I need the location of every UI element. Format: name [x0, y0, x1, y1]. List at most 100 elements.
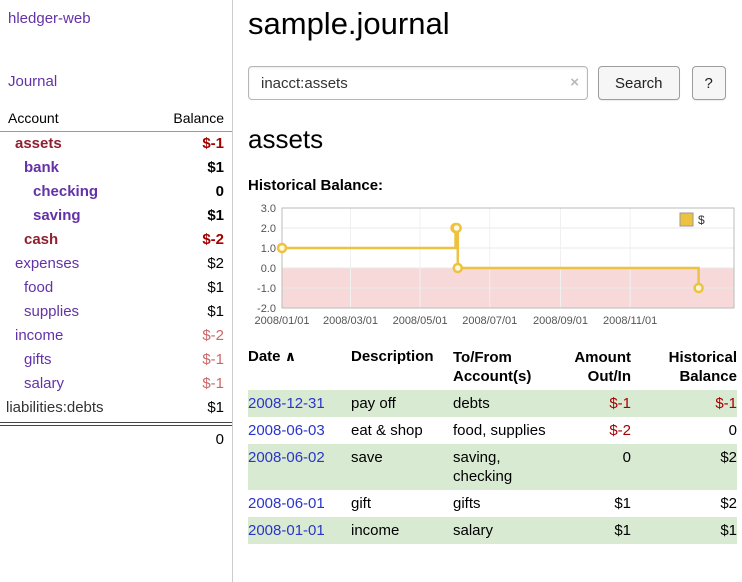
sidebar-account-liabilities-debts[interactable]: liabilities:debts	[6, 399, 104, 416]
svg-text:2008/05/01: 2008/05/01	[393, 315, 448, 327]
search-button[interactable]: Search	[598, 66, 680, 100]
sidebar-account-salary[interactable]: salary	[24, 375, 65, 392]
svg-text:1.0: 1.0	[261, 243, 276, 255]
transaction-description: pay off	[351, 395, 396, 412]
account-row: salary $-1	[0, 372, 232, 396]
account-row: saving $1	[0, 204, 232, 228]
sidebar-account-supplies[interactable]: supplies	[24, 303, 80, 320]
transaction-description: save	[351, 449, 383, 466]
transaction-accounts: food, supplies	[453, 422, 546, 439]
svg-text:0.0: 0.0	[261, 263, 276, 275]
historical-balance-chart: 3.0 2.0 1.0 0.0 -1.0 -2.0 2008/01/01 2008/03/01…	[248, 202, 742, 332]
account-row: bank $1	[0, 156, 232, 180]
svg-text:-1.0: -1.0	[257, 283, 276, 295]
search-field-wrap: ×	[248, 66, 588, 100]
app-title-link[interactable]: hledger-web	[8, 10, 91, 27]
account-balance: $1	[207, 279, 224, 296]
account-row: expenses $2	[0, 252, 232, 276]
transaction-amount: $1	[614, 522, 631, 539]
chart-title: Historical Balance:	[248, 177, 384, 194]
col-header-amount: Amount Out/In	[553, 346, 631, 390]
col-header-balance: Historical Balance	[631, 346, 737, 390]
svg-text:$: $	[698, 213, 705, 227]
col-header-amount-line2: Out/In	[587, 368, 631, 385]
register-row: 2008-01-01 income salary $1 $1	[248, 517, 737, 544]
transaction-accounts: debts	[453, 395, 490, 412]
svg-text:2008/01/01: 2008/01/01	[254, 315, 309, 327]
account-row: assets $-1	[0, 132, 232, 156]
account-list: assets $-1 bank $1 checking 0 saving $1 cash $-2 e…	[0, 132, 232, 420]
transaction-date-link[interactable]: 2008-06-02	[248, 449, 325, 466]
transaction-description: gift	[351, 495, 372, 512]
account-row: food $1	[0, 276, 232, 300]
register-row: 2008-12-31 pay off debts $-1 $-1	[248, 390, 737, 417]
col-header-accounts-line2: Account(s)	[453, 368, 532, 385]
svg-text:2008/03/01: 2008/03/01	[323, 315, 378, 327]
transaction-balance: $-1	[715, 395, 737, 412]
sidebar-account-saving[interactable]: saving	[33, 207, 81, 224]
col-header-amount-line1: Amount	[574, 349, 631, 366]
svg-text:2008/09/01: 2008/09/01	[533, 315, 588, 327]
svg-text:2.0: 2.0	[261, 223, 276, 235]
sidebar-account-bank[interactable]: bank	[24, 159, 60, 176]
account-balance: $1	[207, 399, 224, 416]
account-balance: $-2	[202, 327, 224, 344]
register-header-row: Date ∧ Description To/From Account(s) Am…	[248, 346, 737, 390]
account-balance: $1	[207, 207, 224, 224]
transaction-amount: $1	[614, 495, 631, 512]
col-header-description: Description	[351, 348, 434, 365]
accounts-header-balance: Balance	[173, 110, 224, 126]
svg-text:2008/11/01: 2008/11/01	[603, 315, 657, 327]
transaction-balance: $2	[720, 495, 737, 512]
accounts-total-divider	[0, 422, 232, 426]
accounts-total: 0	[0, 428, 232, 451]
sidebar-account-cash[interactable]: cash	[24, 231, 59, 248]
sidebar-account-expenses[interactable]: expenses	[15, 255, 80, 272]
col-header-balance-line1: Historical	[668, 349, 737, 366]
sidebar-account-income[interactable]: income	[15, 327, 64, 344]
transaction-date-link[interactable]: 2008-12-31	[248, 395, 325, 412]
register-table: Date ∧ Description To/From Account(s) Am…	[248, 346, 737, 544]
transaction-date-link[interactable]: 2008-01-01	[248, 522, 325, 539]
svg-text:3.0: 3.0	[261, 203, 276, 215]
page-title: sample.journal	[248, 6, 450, 41]
account-balance: $1	[207, 159, 224, 176]
transaction-date-link[interactable]: 2008-06-01	[248, 495, 325, 512]
transaction-balance: 0	[728, 422, 737, 439]
sidebar: hledger-web Journal Account Balance asse…	[0, 0, 233, 582]
sidebar-account-food[interactable]: food	[24, 279, 54, 296]
account-row: checking 0	[0, 180, 232, 204]
accounts-header-account: Account	[8, 110, 59, 126]
transaction-amount: $-2	[609, 422, 631, 439]
sidebar-account-gifts[interactable]: gifts	[24, 351, 52, 368]
transaction-accounts: saving, checking	[453, 449, 513, 485]
sidebar-account-assets[interactable]: assets	[15, 135, 62, 152]
transaction-date-link[interactable]: 2008-06-03	[248, 422, 325, 439]
sidebar-account-checking[interactable]: checking	[33, 183, 99, 200]
accounts-header: Account Balance	[0, 104, 232, 132]
transaction-balance: $2	[720, 449, 737, 466]
sort-asc-icon: ∧	[284, 348, 297, 364]
account-balance: $-1	[202, 375, 224, 392]
account-balance: $1	[207, 303, 224, 320]
search-input[interactable]	[248, 66, 588, 100]
col-header-accounts: To/From Account(s)	[445, 346, 553, 390]
account-heading: assets	[248, 124, 324, 154]
clear-search-icon[interactable]: ×	[570, 74, 579, 91]
help-button[interactable]: ?	[691, 66, 726, 100]
svg-text:-2.0: -2.0	[257, 303, 276, 315]
account-balance: $-2	[202, 231, 224, 248]
account-row: gifts $-1	[0, 348, 232, 372]
transaction-accounts: salary	[453, 522, 494, 539]
transaction-amount: $-1	[609, 395, 631, 412]
account-balance: $-1	[202, 351, 224, 368]
col-header-date[interactable]: Date ∧	[248, 346, 343, 390]
col-header-date-label: Date	[248, 348, 281, 365]
account-row: cash $-2	[0, 228, 232, 252]
account-row: supplies $1	[0, 300, 232, 324]
main-content: sample.journal × Search ? assets Histori…	[233, 0, 742, 582]
account-row: liabilities:debts $1	[0, 396, 232, 420]
nav-journal-link[interactable]: Journal	[8, 73, 58, 90]
